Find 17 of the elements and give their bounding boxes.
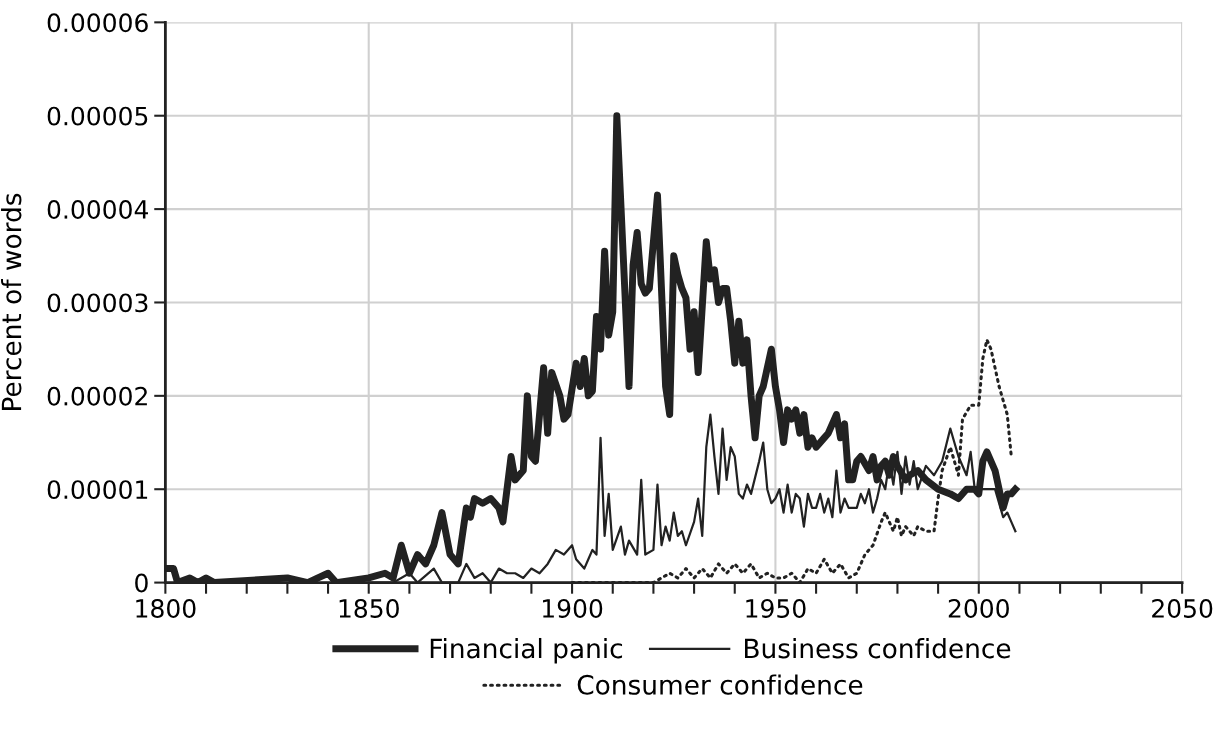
y-tick-label: 0.00001 (47, 480, 148, 500)
y-tick-label: 0.00005 (47, 106, 148, 126)
y-tick-label: 0.00006 (47, 13, 148, 33)
x-tick-label: 1850 (339, 599, 399, 618)
x-tick-label: 1800 (136, 599, 196, 618)
y-tick-label: 0.00002 (47, 386, 147, 406)
x-tick-label: 2000 (948, 599, 1009, 618)
legend-label: Business confidence (745, 637, 1011, 659)
y-axis-title: Percent of words (1, 193, 22, 410)
y-tick-label: 0.00003 (47, 293, 148, 313)
x-tick-label: 1950 (746, 599, 806, 618)
y-tick-label: 0 (135, 573, 148, 593)
x-tick-label: 1900 (543, 599, 603, 618)
x-tick-label: 2050 (1152, 599, 1213, 618)
legend-label: Consumer confidence (577, 674, 863, 695)
legend-label: Financial panic (430, 637, 623, 664)
y-tick-label: 0.00004 (47, 200, 148, 219)
